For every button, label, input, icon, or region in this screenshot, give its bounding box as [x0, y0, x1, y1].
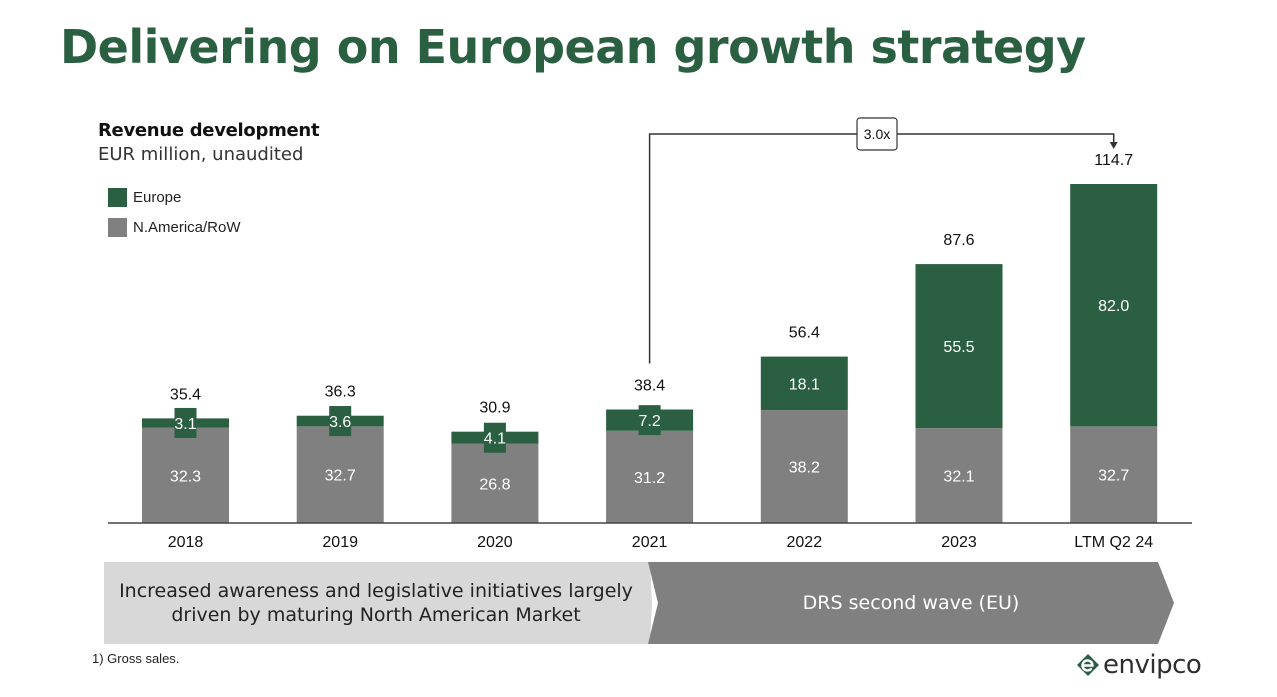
bar-europe: [760, 356, 848, 411]
legend-swatch-europe: [108, 188, 127, 207]
data-label-europe: 4.1: [484, 431, 506, 448]
chart-subtitle: EUR million, unaudited: [98, 144, 304, 165]
data-label-namerica: 32.7: [325, 468, 356, 485]
chart-title: Revenue development: [98, 120, 320, 141]
data-label-total: 56.4: [789, 325, 820, 342]
x-tick-label: 2018: [168, 534, 204, 551]
bar-namerica: [296, 426, 384, 523]
data-label-namerica: 38.2: [789, 460, 820, 477]
legend-label-europe: Europe: [133, 189, 182, 206]
bar-namerica: [915, 428, 1003, 523]
data-label-namerica: 26.8: [479, 476, 510, 493]
envipco-logo: envipco: [1076, 650, 1202, 680]
x-tick-label: 2021: [632, 534, 668, 551]
data-label-namerica: 31.2: [634, 470, 665, 487]
data-label-bg-europe: [329, 406, 352, 437]
annotation-arrow-head: [1109, 142, 1118, 149]
data-label-total: 87.6: [943, 232, 974, 249]
data-label-total: 30.9: [479, 400, 510, 417]
phase-chevron-north-america: Increased awareness and legislative init…: [104, 562, 652, 644]
page-title: Delivering on European growth strategy: [60, 20, 1086, 74]
phase-chevron-drs-eu: DRS second wave (EU): [648, 562, 1174, 644]
revenue-chart: 32.3 3.1 35.4 2018 32.7 3.6 36.3 2019 26.8 4.1 30.…: [108, 117, 1192, 551]
envipco-logo-icon: [1077, 654, 1099, 676]
legend-europe: Europe: [108, 188, 181, 207]
data-label-europe: 3.1: [174, 416, 196, 433]
legend-label-namerica: N.America/RoW: [133, 219, 241, 236]
annotation-bracket: [648, 133, 1115, 364]
envipco-logo-text: envipco: [1103, 650, 1202, 680]
footnote: 1) Gross sales.: [92, 651, 180, 666]
phase-text-north-america: Increased awareness and legislative init…: [119, 580, 633, 626]
data-label-bg-europe: [638, 405, 661, 436]
x-tick-label: 2019: [322, 534, 358, 551]
data-label-namerica: 32.3: [170, 468, 201, 485]
data-label-namerica: 32.1: [943, 469, 974, 486]
data-label-total: 36.3: [325, 384, 356, 401]
bar-namerica: [1070, 426, 1158, 523]
data-label-bg-europe: [483, 422, 506, 453]
data-label-bg-europe: [174, 407, 197, 438]
phase-text-drs-eu: DRS second wave (EU): [802, 592, 1020, 614]
annotation-label-box: [856, 117, 898, 151]
legend-namerica: N.America/RoW: [108, 218, 241, 237]
bar-namerica: [451, 443, 539, 523]
data-label-namerica: 32.7: [1098, 468, 1129, 485]
x-tick-label: 2023: [941, 534, 977, 551]
data-label-europe: 3.6: [329, 414, 351, 431]
data-label-europe: 7.2: [638, 413, 660, 430]
annotation-label: 3.0x: [864, 126, 890, 142]
x-tick-label: LTM Q2 24: [1074, 534, 1153, 551]
data-label-europe: 18.1: [789, 376, 820, 393]
bar-europe: [915, 264, 1003, 429]
x-tick-label: 2022: [787, 534, 823, 551]
data-label-total: 35.4: [170, 386, 201, 403]
bar-europe: [1070, 184, 1158, 427]
bar-namerica: [760, 410, 848, 523]
data-label-europe: 55.5: [943, 339, 974, 356]
x-tick-label: 2020: [477, 534, 513, 551]
bar-namerica: [606, 430, 694, 523]
data-label-total: 38.4: [634, 378, 665, 395]
legend-swatch-namerica: [108, 218, 127, 237]
data-label-europe: 82.0: [1098, 298, 1129, 315]
data-label-total: 114.7: [1094, 152, 1133, 169]
bar-namerica: [142, 427, 229, 523]
